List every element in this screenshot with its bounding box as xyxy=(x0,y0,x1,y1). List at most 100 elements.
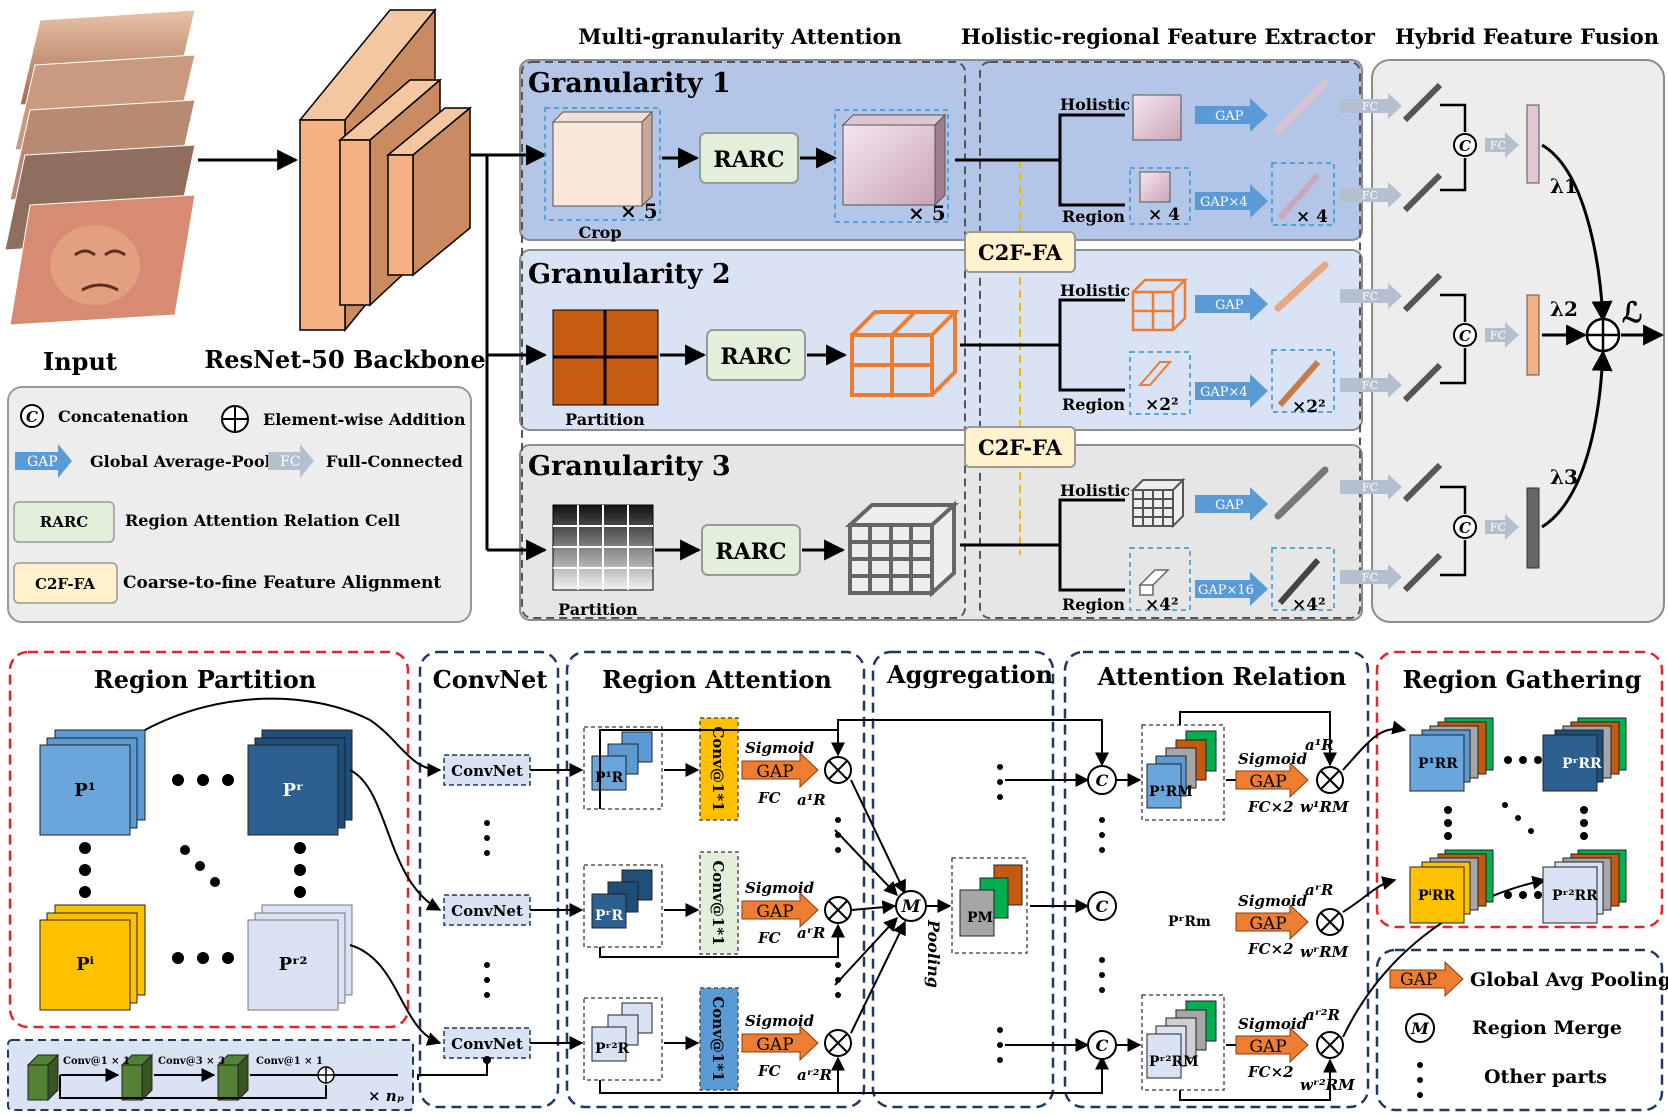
svg-text:Conv@1*1: Conv@1*1 xyxy=(709,996,727,1081)
svg-text:Region: Region xyxy=(1062,395,1125,414)
concat-symbols xyxy=(1453,133,1477,539)
svg-text:FC: FC xyxy=(1490,329,1506,342)
svg-text:aʳR: aʳR xyxy=(1305,881,1333,899)
svg-text:GAP: GAP xyxy=(756,902,793,922)
svg-text:FC: FC xyxy=(1362,100,1378,113)
svg-text:PM: PM xyxy=(967,910,993,926)
svg-text:Full-Connected: Full-Connected xyxy=(326,452,463,471)
svg-text:Coarse-to-fine Feature Alignme: Coarse-to-fine Feature Alignment xyxy=(123,573,441,593)
input-face-images xyxy=(4,9,196,326)
header-region-gathering: Region Gathering xyxy=(1403,665,1642,694)
svg-text:C: C xyxy=(1459,137,1471,155)
svg-text:C: C xyxy=(1096,1036,1109,1055)
svg-text:RARC: RARC xyxy=(715,539,786,565)
partition-label-3: Partition xyxy=(558,600,638,619)
svg-text:Region: Region xyxy=(1062,595,1125,614)
patch-pr2 xyxy=(247,904,353,1011)
svg-text:Sigmoid: Sigmoid xyxy=(745,739,815,757)
svg-text:FC: FC xyxy=(1362,481,1378,494)
top-legend xyxy=(7,386,472,623)
region-attention-frame xyxy=(565,650,866,1109)
granularity-1-title: Granularity 1 xyxy=(528,68,731,99)
svg-text:GAP: GAP xyxy=(1215,298,1244,313)
svg-text:PⁱRR: PⁱRR xyxy=(1418,888,1456,904)
svg-text:Global Average-Pool: Global Average-Pool xyxy=(90,452,271,471)
svg-text:Pooling: Pooling xyxy=(924,919,943,988)
svg-text:Conv@1*1: Conv@1*1 xyxy=(709,726,727,811)
svg-text:× 4: × 4 xyxy=(1296,207,1328,227)
lambda-3: λ3 xyxy=(1550,465,1578,489)
svg-text:GAP: GAP xyxy=(1249,914,1286,934)
header-attention-relation: Attention Relation xyxy=(1097,662,1347,691)
svg-text:C: C xyxy=(1459,519,1471,537)
svg-text:Sigmoid: Sigmoid xyxy=(1238,750,1308,768)
svg-text:× 4: × 4 xyxy=(1148,205,1180,225)
svg-text:×2²: ×2² xyxy=(1145,395,1179,415)
svg-text:Sigmoid: Sigmoid xyxy=(745,1012,815,1030)
svg-text:GAP×4: GAP×4 xyxy=(1200,195,1248,210)
c2f-box-1 xyxy=(964,231,1076,273)
svg-text:Concatenation: Concatenation xyxy=(58,407,189,426)
svg-text:GAP×4: GAP×4 xyxy=(1200,385,1248,400)
crop-label: Crop xyxy=(578,223,621,242)
svg-text:FC: FC xyxy=(1490,139,1506,152)
svg-text:C: C xyxy=(26,408,38,426)
svg-text:FC: FC xyxy=(1362,290,1378,303)
attention-relation-frame xyxy=(1063,650,1370,1109)
svg-text:Pⁱ: Pⁱ xyxy=(76,954,95,975)
svg-text:C: C xyxy=(1096,897,1109,916)
svg-text:RARC: RARC xyxy=(713,147,784,173)
svg-text:C: C xyxy=(1096,771,1109,790)
header-region-partition: Region Partition xyxy=(94,665,316,694)
svg-text:FC: FC xyxy=(757,1062,781,1080)
svg-text:aʳ²R: aʳ²R xyxy=(797,1066,832,1084)
header-mga: Multi-granularity Attention xyxy=(578,24,902,49)
svg-text:Pʳ: Pʳ xyxy=(283,780,304,801)
fc-arrows xyxy=(1340,93,1519,590)
svg-text:RARC: RARC xyxy=(720,344,791,370)
patch-pi xyxy=(39,904,146,1011)
svg-text:C2F-FA: C2F-FA xyxy=(978,435,1063,460)
svg-text:aʳR: aʳR xyxy=(797,924,825,942)
backbone-label: ResNet-50 Backbone xyxy=(204,345,485,374)
header-hff: Hybrid Feature Fusion xyxy=(1395,24,1659,49)
region-partition-frame xyxy=(8,650,410,1029)
svg-text:Holistic: Holistic xyxy=(1060,481,1130,500)
conv1x1-blocks xyxy=(699,717,739,1091)
svg-text:P¹RR: P¹RR xyxy=(1418,756,1458,772)
svg-text:wʳ²RM: wʳ²RM xyxy=(1300,1076,1355,1094)
svg-text:w¹RM: w¹RM xyxy=(1300,798,1349,816)
svg-text:Holistic: Holistic xyxy=(1060,281,1130,300)
resnet-backbone xyxy=(298,7,473,333)
svg-text:Region Attention Relation Cell: Region Attention Relation Cell xyxy=(125,511,400,530)
svg-text:FC: FC xyxy=(757,789,781,807)
svg-text:a¹R: a¹R xyxy=(797,791,826,809)
svg-text:Region: Region xyxy=(1062,207,1125,226)
granularity-2-title: Granularity 2 xyxy=(528,259,731,290)
svg-text:GAP: GAP xyxy=(1215,498,1244,513)
svg-text:M: M xyxy=(1410,1019,1430,1038)
svg-text:Conv@1 × 1: Conv@1 × 1 xyxy=(256,1056,323,1067)
svg-text:FC: FC xyxy=(1362,571,1378,584)
svg-text:ConvNet: ConvNet xyxy=(451,762,523,780)
svg-text:Holistic: Holistic xyxy=(1060,95,1130,114)
svg-text:×4²: ×4² xyxy=(1292,595,1326,615)
svg-text:P¹: P¹ xyxy=(74,780,95,801)
svg-text:P¹R: P¹R xyxy=(595,770,624,786)
svg-text:× nₚ: × nₚ xyxy=(368,1087,404,1105)
svg-text:wʳRM: wʳRM xyxy=(1300,943,1349,961)
svg-text:C2F-FA: C2F-FA xyxy=(35,575,95,593)
svg-text:× 5: × 5 xyxy=(620,199,658,223)
granularity-2-panel xyxy=(519,249,1363,431)
svg-text:Pʳ²R: Pʳ²R xyxy=(595,1041,629,1057)
loss-label: ℒ xyxy=(1622,296,1642,329)
svg-text:a¹R: a¹R xyxy=(1305,736,1334,754)
svg-text:FC: FC xyxy=(1362,379,1378,392)
svg-text:Other parts: Other parts xyxy=(1484,1066,1607,1088)
svg-text:GAP: GAP xyxy=(756,762,793,782)
svg-text:Pʳ²RR: Pʳ²RR xyxy=(1552,888,1598,904)
svg-text:C2F-FA: C2F-FA xyxy=(978,240,1063,265)
header-region-attention: Region Attention xyxy=(602,665,832,694)
lambda-1: λ1 xyxy=(1550,174,1578,198)
